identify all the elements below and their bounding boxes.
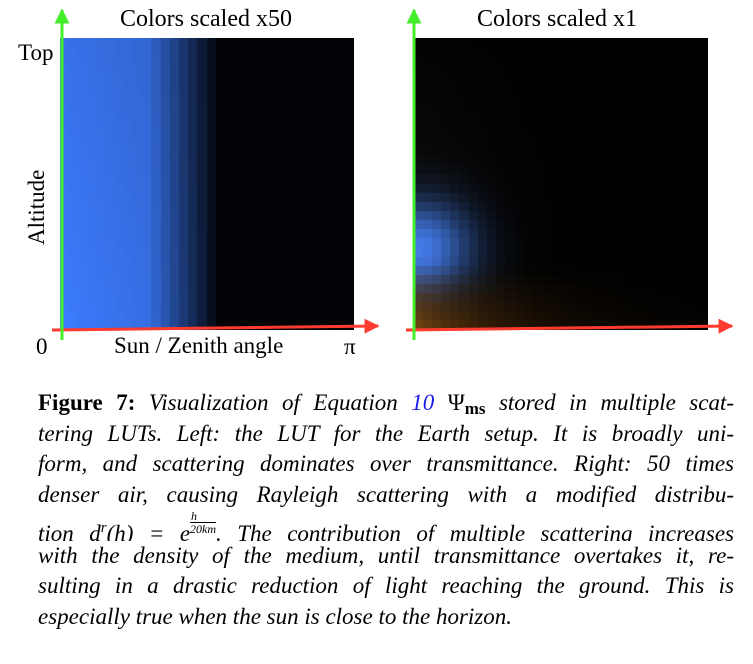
- x-axis-end-label: π: [344, 334, 356, 359]
- caption-line-1: Figure 7: Visualization of Equation 10 Ψ…: [38, 390, 734, 418]
- x-axis-start-label: 0: [36, 334, 48, 359]
- x-axis-label: Sun / Zenith angle: [114, 333, 284, 358]
- caption-line-8: especially true when the sun is close to…: [38, 603, 512, 629]
- left-x-axis-arrow: [51, 318, 380, 334]
- caption-line-6: with the density of the medium, until tr…: [38, 542, 734, 568]
- psi-symbol: Ψms: [447, 390, 486, 418]
- caption-line-3: form, and scattering dominates over tran…: [38, 451, 734, 476]
- equation-link[interactable]: 10: [411, 390, 435, 415]
- density-formula: dr(h) = e h 20km: [89, 510, 217, 541]
- caption-line-7: sulting in a drastic reduction of light …: [38, 573, 734, 598]
- left-panel-title: Colors scaled x50: [120, 6, 292, 32]
- figure-label: Figure 7:: [38, 390, 136, 415]
- caption-line-5: tion dr(h) = e h 20km. The contribution of…: [38, 510, 734, 541]
- caption-line-4: denser air, causing Rayleigh scattering …: [38, 481, 734, 507]
- dense-air-lut-image: [414, 38, 708, 330]
- figure-caption: Figure 7: Visualization of Equation 10 Ψ…: [38, 388, 734, 632]
- y-axis-label: Altitude: [24, 169, 49, 245]
- right-panel-title: Colors scaled x1: [477, 6, 637, 32]
- earth-lut-image: [60, 38, 354, 330]
- y-axis-top-label: Top: [18, 40, 54, 65]
- caption-line-2: tering LUTs. Left: the LUT for the Earth…: [38, 420, 734, 446]
- right-x-axis-arrow: [405, 318, 734, 334]
- axis-arrows: [51, 8, 734, 340]
